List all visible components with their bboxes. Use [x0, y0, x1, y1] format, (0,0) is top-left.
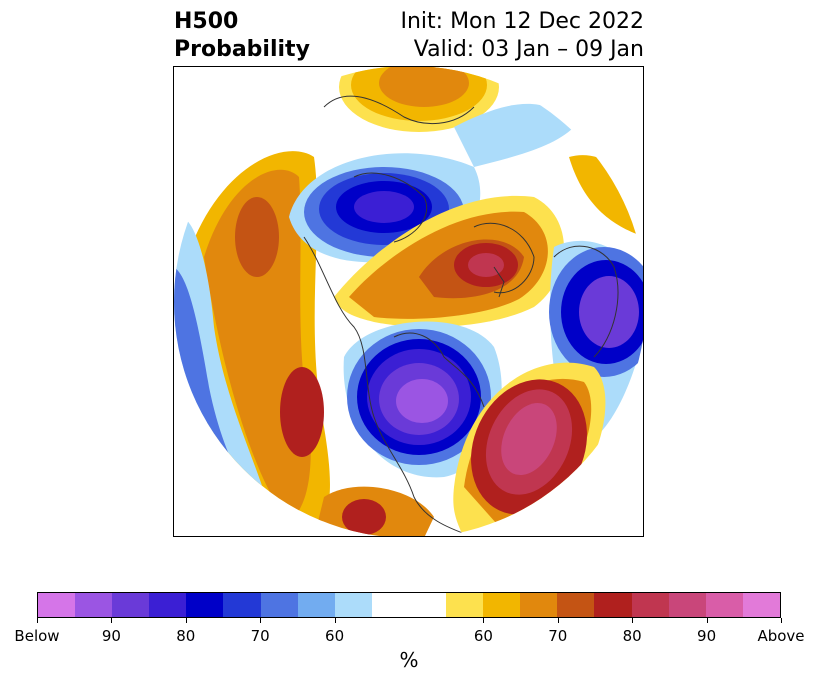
- colorbar-unit: %: [399, 648, 419, 672]
- colorbar-tick-label: 90: [101, 627, 121, 645]
- colorbar-tick: [260, 618, 262, 623]
- probability-map: [173, 66, 644, 537]
- colorbar-tick-label: 60: [473, 627, 493, 645]
- colorbar-tick: [632, 618, 634, 623]
- colorbar-tick-label: 70: [250, 627, 270, 645]
- colorbar-segment: [705, 593, 743, 617]
- colorbar-tick-label: 70: [548, 627, 568, 645]
- colorbar-segment: [112, 593, 150, 617]
- valid-date: Valid: 03 Jan – 09 Jan: [413, 37, 644, 62]
- colorbar-tick: [706, 618, 708, 623]
- colorbar-segment: [223, 593, 261, 617]
- colorbar-segment: [75, 593, 113, 617]
- map-canvas: [174, 67, 643, 536]
- colorbar-segment: [371, 593, 409, 617]
- north-america-negative-anomaly: [343, 321, 502, 478]
- map-dates: Init: Mon 12 Dec 2022 Valid: 03 Jan – 09…: [401, 8, 645, 64]
- colorbar-segment: [446, 593, 484, 617]
- colorbar-tick-label: 90: [697, 627, 717, 645]
- colorbar-segment: [668, 593, 706, 617]
- colorbar: [37, 592, 781, 618]
- colorbar-segment: [334, 593, 372, 617]
- colorbar-tick: [185, 618, 187, 623]
- colorbar-segment: [260, 593, 298, 617]
- product-label: Probability: [174, 37, 310, 62]
- colorbar-segment: [742, 593, 780, 617]
- colorbar-segment: [631, 593, 669, 617]
- colorbar-tick: [557, 618, 559, 623]
- colorbar-tick-label: 60: [325, 627, 345, 645]
- colorbar-tick-label: Above: [757, 627, 805, 645]
- colorbar-segment: [594, 593, 632, 617]
- upper-right-positive: [569, 155, 643, 237]
- colorbar-segment: [408, 593, 447, 617]
- colorbar-segment: [520, 593, 558, 617]
- map-title: H500 Probability: [174, 8, 310, 64]
- colorbar-tick: [483, 618, 485, 623]
- arctic-blue-arm: [454, 103, 574, 167]
- colorbar-tick-label: 80: [622, 627, 642, 645]
- colorbar-tick-label: 80: [176, 627, 196, 645]
- colorbar-segment: [557, 593, 595, 617]
- southern-positive-anomaly: [314, 486, 434, 536]
- colorbar-segment: [186, 593, 224, 617]
- colorbar-tick-label: Below: [14, 627, 60, 645]
- colorbar-segment: [297, 593, 335, 617]
- variable-label: H500: [174, 9, 239, 34]
- colorbar-segment: [149, 593, 187, 617]
- europe-negative-anomaly: [549, 240, 643, 447]
- colorbar-tick: [111, 618, 113, 623]
- colorbar-tick: [334, 618, 336, 623]
- arctic-positive-anomaly: [339, 67, 499, 132]
- init-date: Init: Mon 12 Dec 2022: [400, 9, 645, 34]
- colorbar-segment: [38, 593, 76, 617]
- colorbar-segment: [483, 593, 521, 617]
- colorbar-tick: [37, 618, 38, 623]
- colorbar-tick: [781, 618, 782, 623]
- central-positive-anomaly: [334, 195, 564, 327]
